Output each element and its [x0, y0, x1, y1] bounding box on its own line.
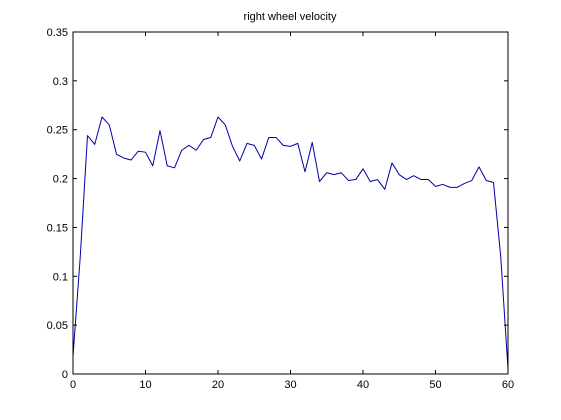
axes-box	[72, 31, 509, 375]
y-tick-label: 0.3	[53, 76, 68, 88]
y-tick-label: 0.35	[47, 27, 68, 39]
x-tick-label: 20	[212, 379, 224, 391]
chart-title: right wheel velocity	[244, 11, 337, 23]
x-tick-label: 10	[139, 379, 151, 391]
y-tick-label: 0.25	[47, 125, 68, 137]
x-tick-label: 50	[429, 379, 441, 391]
x-tick-label: 30	[284, 379, 296, 391]
x-tick-label: 60	[502, 379, 514, 391]
y-tick-label: 0.05	[47, 320, 68, 332]
y-tick-label: 0.1	[53, 271, 68, 283]
series-line-0	[72, 116, 509, 370]
x-tick-label: 40	[357, 379, 369, 391]
y-tick-label: 0.15	[47, 222, 68, 234]
plot-area-background	[73, 32, 508, 374]
y-tick-label: 0	[62, 369, 68, 381]
y-tick-label: 0.2	[53, 174, 68, 186]
series-layer	[72, 116, 509, 370]
x-tick-label: 0	[70, 379, 76, 391]
